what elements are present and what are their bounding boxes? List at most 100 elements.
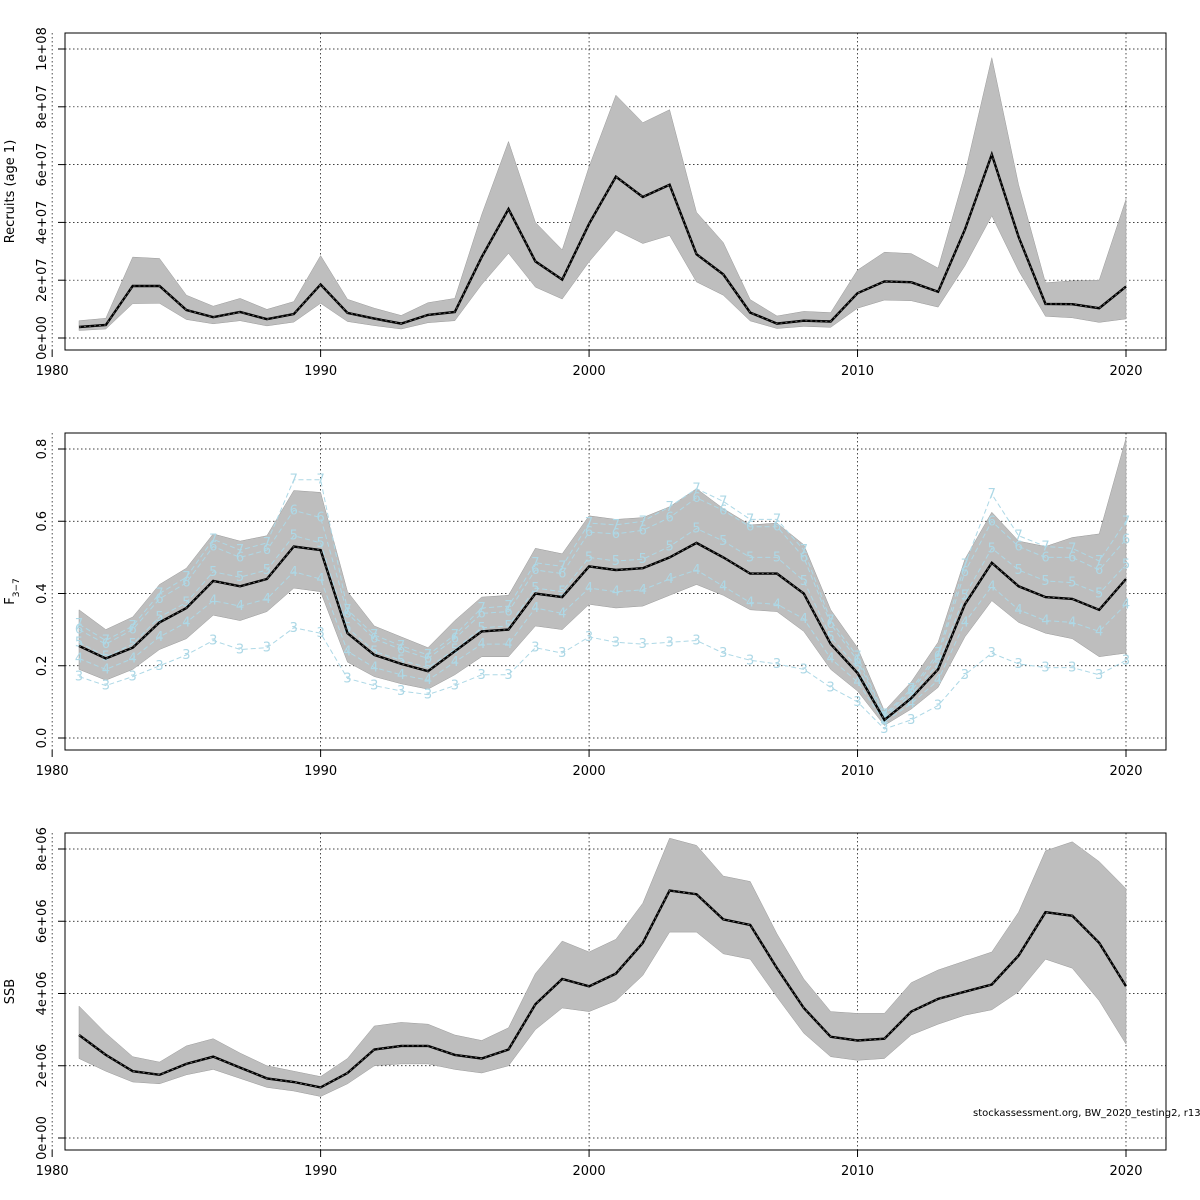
- age-6-marker: 6: [504, 605, 512, 620]
- y-tick-label: 6e+07: [35, 143, 50, 187]
- age-5-marker: 5: [1014, 563, 1022, 578]
- age-7-marker: 7: [129, 619, 137, 634]
- age-6-line: [78, 497, 1127, 718]
- age-3-marker: 3: [773, 657, 781, 672]
- age-7-marker: 7: [155, 587, 163, 602]
- age-4-marker: 4: [531, 601, 539, 616]
- y-tick-label: 8e+07: [35, 85, 50, 129]
- age-4-marker: 4: [370, 661, 378, 676]
- age-6-marker: 6: [1068, 550, 1076, 565]
- age-5-marker: 5: [1095, 587, 1103, 602]
- age-6-marker: 6: [853, 653, 861, 668]
- x-tick-label: 2010: [841, 364, 874, 379]
- age-3-marker: 3: [612, 635, 620, 650]
- age-4-marker: 4: [558, 606, 566, 621]
- age-7-marker: 7: [585, 516, 593, 531]
- age-6-marker: 6: [209, 540, 217, 555]
- y-tick-label: 0e+00: [35, 316, 50, 360]
- age-3-marker: 3: [397, 684, 405, 699]
- age-3-marker: 3: [343, 671, 351, 686]
- age-4-marker: 4: [290, 565, 298, 580]
- plot-frame: [64, 432, 1167, 751]
- age-4-marker: 4: [827, 652, 835, 667]
- age-6-marker: 6: [263, 543, 271, 558]
- x-tick-label: 2010: [841, 764, 874, 779]
- ssb-panel: 1980 1990 2000 2010 2020 0e+00 2e+06 4e+06 6e+06…: [3, 827, 1167, 1179]
- age-6-marker: 6: [719, 503, 727, 518]
- age-5-marker: 5: [665, 540, 673, 555]
- estimate-line-dots: [78, 153, 1127, 328]
- age-6-marker: 6: [397, 642, 405, 657]
- age-6-marker: 6: [290, 503, 298, 518]
- age-3-marker: 3: [1014, 657, 1022, 672]
- x-tick-label: 2010: [841, 1164, 874, 1179]
- y-tick-label: 4e+06: [35, 972, 50, 1016]
- age-6-marker: 6: [1095, 563, 1103, 578]
- age-6-marker: 6: [1122, 532, 1130, 547]
- age-3-marker: 3: [236, 642, 244, 657]
- age-6-marker: 6: [665, 511, 673, 526]
- age-7-marker: 7: [1122, 514, 1130, 529]
- age-7-marker: 7: [934, 646, 942, 661]
- y-tick-label: 8e+06: [35, 827, 50, 871]
- age-6-marker: 6: [236, 550, 244, 565]
- x-tick-label: 1990: [304, 364, 337, 379]
- age-6-marker: 6: [478, 606, 486, 621]
- y-tick-label: 0.4: [35, 583, 50, 604]
- age-5-marker: 5: [263, 563, 271, 578]
- age-5-marker: 5: [290, 529, 298, 544]
- age-7-marker: 7: [531, 556, 539, 571]
- recruits-panel: 1980 1990 2000 2010 2020 0e+00 2e+07 4e+07 6e+07…: [3, 27, 1167, 379]
- age-7-marker: 7: [1041, 540, 1049, 555]
- age-5-marker: 5: [988, 541, 996, 556]
- age-7-marker: 7: [478, 601, 486, 616]
- age-6-marker: 6: [907, 684, 915, 699]
- age-4-marker: 4: [934, 673, 942, 688]
- y-tick-label: 4e+07: [35, 201, 50, 245]
- age-4-marker: 4: [880, 715, 888, 730]
- x-tick-label: 2000: [573, 1164, 606, 1179]
- y-tick-label: 0.0: [35, 728, 50, 749]
- age-6-marker: 6: [961, 565, 969, 580]
- age-4-marker: 4: [504, 637, 512, 652]
- age-5-marker: 5: [397, 653, 405, 668]
- x-tick-label: 2000: [573, 364, 606, 379]
- age-4-marker: 4: [209, 594, 217, 609]
- age-7-line: [78, 479, 1127, 716]
- age-7-marker: 7: [827, 614, 835, 629]
- age-4-marker: 4: [773, 597, 781, 612]
- age-6-marker: 6: [1041, 550, 1049, 565]
- age-4-marker: 4: [236, 599, 244, 614]
- age-7-marker: 7: [719, 494, 727, 509]
- age-7-marker: 7: [558, 559, 566, 574]
- age-6-marker: 6: [155, 592, 163, 607]
- age-5-marker: 5: [478, 621, 486, 636]
- age-4-marker: 4: [343, 644, 351, 659]
- plot-frame: [64, 32, 1167, 351]
- age-3-marker: 3: [102, 679, 110, 694]
- y-tick-label: 0e+00: [35, 1116, 50, 1160]
- age-4-marker: 4: [639, 583, 647, 598]
- age-3-marker: 3: [1068, 661, 1076, 676]
- age-6-marker: 6: [773, 520, 781, 535]
- x-tick-label: 1990: [304, 764, 337, 779]
- age-6-marker: 6: [316, 511, 324, 526]
- age-4-marker: 4: [155, 630, 163, 645]
- age-4-marker: 4: [746, 596, 754, 611]
- age-4-marker: 4: [612, 585, 620, 600]
- age-6-marker: 6: [1014, 540, 1022, 555]
- age-6-marker: 6: [612, 527, 620, 542]
- y-tick-label: 1e+08: [35, 27, 50, 71]
- age-7-marker: 7: [263, 536, 271, 551]
- age-5-marker: 5: [209, 565, 217, 580]
- age-4-line: [78, 569, 1127, 723]
- age-7-marker: 7: [612, 518, 620, 533]
- age-7-marker: 7: [1095, 554, 1103, 569]
- age-6-marker: 6: [370, 632, 378, 647]
- age-3-marker: 3: [880, 722, 888, 737]
- age-7-marker: 7: [424, 648, 432, 663]
- age-5-marker: 5: [424, 661, 432, 676]
- age-6-marker: 6: [424, 652, 432, 667]
- age-5-marker: 5: [316, 536, 324, 551]
- x-tick-label: 1980: [36, 764, 69, 779]
